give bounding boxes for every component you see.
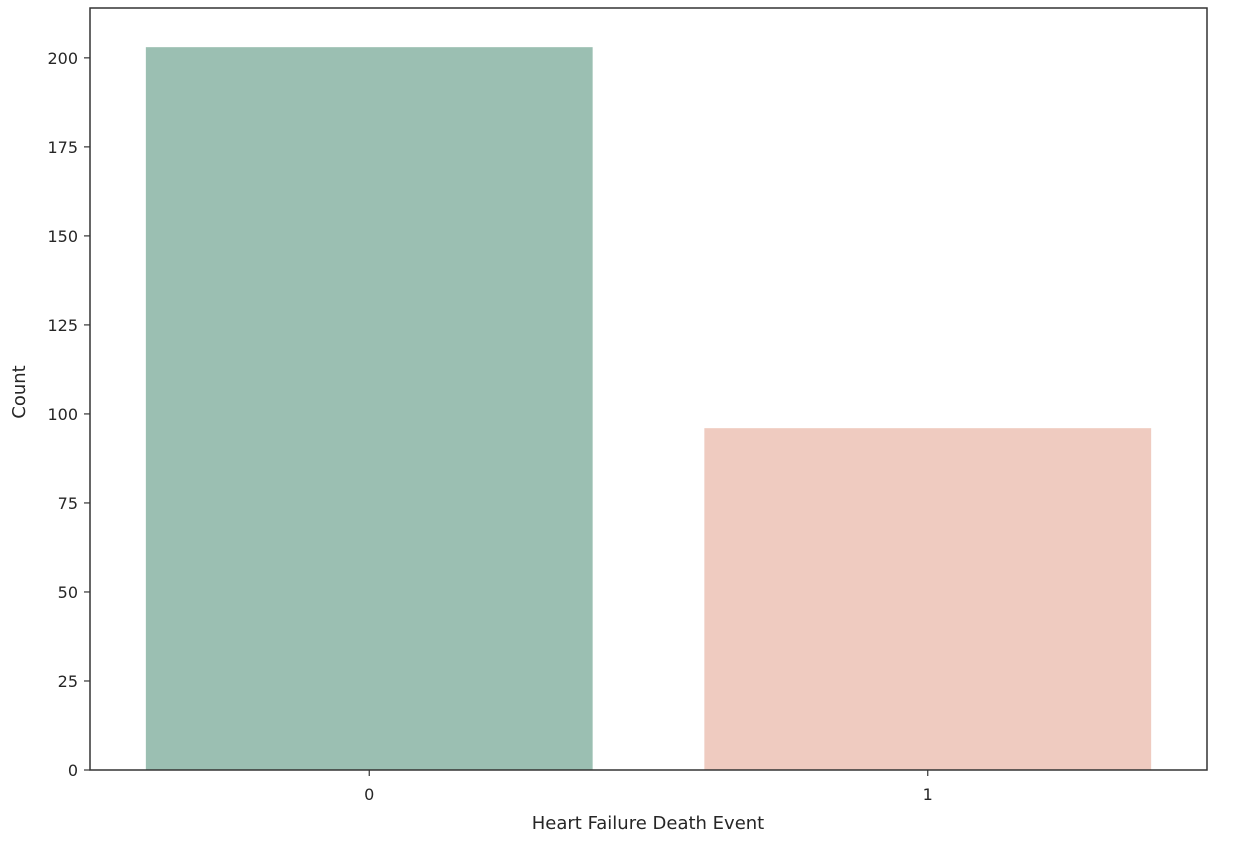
y-tick-label: 0	[68, 761, 78, 780]
x-tick-label: 0	[364, 785, 374, 804]
x-tick-label: 1	[923, 785, 933, 804]
y-tick-label: 50	[58, 583, 78, 602]
x-axis-label: Heart Failure Death Event	[532, 813, 764, 834]
y-tick-label: 175	[47, 138, 78, 157]
y-tick-label: 150	[47, 227, 78, 246]
bar-1	[704, 428, 1152, 770]
y-axis: 0 25 50 75 100 125 150 175 200	[47, 49, 90, 780]
y-tick-label: 100	[47, 405, 78, 424]
y-tick-label: 25	[58, 672, 78, 691]
plot-frame	[89, 7, 1208, 771]
y-tick-label: 200	[47, 49, 78, 68]
y-tick-label: 75	[58, 494, 78, 513]
bar-0	[145, 47, 593, 771]
bars-group	[145, 47, 1152, 771]
y-axis-label: Count	[9, 365, 30, 418]
y-tick-label: 125	[47, 316, 78, 335]
